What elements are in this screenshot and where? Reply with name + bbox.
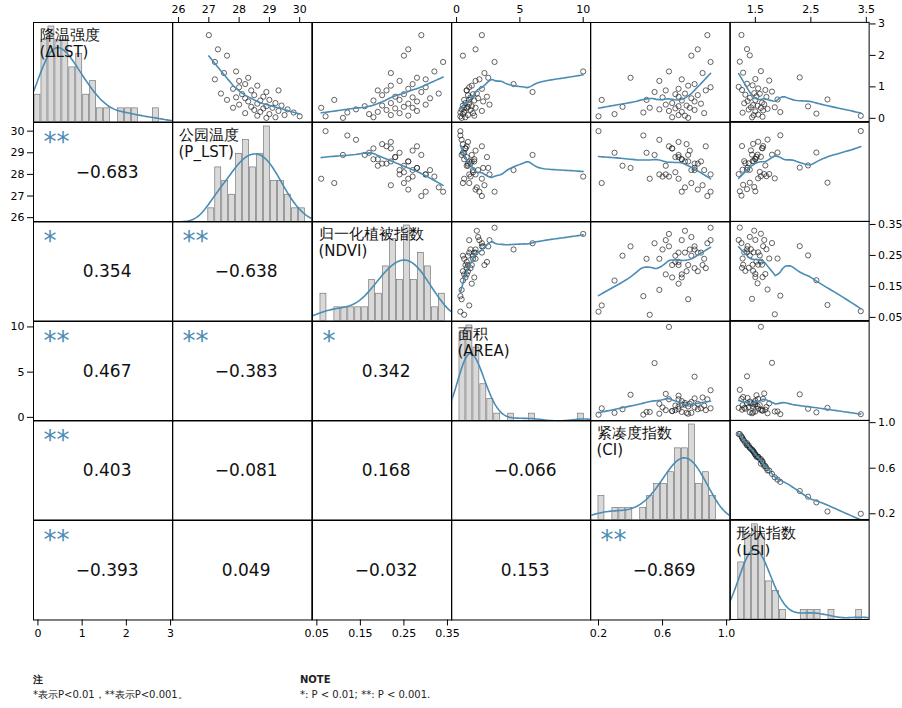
svg-text:**: ** — [44, 126, 70, 156]
svg-text:0.05: 0.05 — [878, 311, 902, 324]
svg-text:降温强度(ΔLST): 降温强度(ΔLST) — [40, 26, 100, 61]
svg-text:**: ** — [44, 425, 70, 455]
svg-text:0.2: 0.2 — [878, 507, 895, 520]
svg-text:1.0: 1.0 — [718, 626, 735, 639]
svg-text:3: 3 — [878, 17, 885, 30]
svg-text:0.168: 0.168 — [361, 460, 410, 480]
svg-text:26: 26 — [172, 3, 186, 16]
html-text:注: 注 — [33, 674, 43, 685]
svg-text:0: 0 — [878, 112, 885, 125]
svg-text:0.15: 0.15 — [878, 280, 902, 293]
svg-text:0.049: 0.049 — [222, 559, 271, 579]
svg-text:0: 0 — [34, 626, 41, 639]
svg-text:−0.383: −0.383 — [215, 360, 278, 380]
svg-text:3.5: 3.5 — [857, 3, 874, 16]
svg-text:28: 28 — [11, 167, 25, 180]
svg-text:**: ** — [183, 325, 209, 355]
svg-text:10: 10 — [11, 320, 25, 333]
svg-text:5: 5 — [18, 365, 25, 378]
svg-text:28: 28 — [232, 3, 246, 16]
svg-text:*: * — [44, 226, 57, 256]
html-text:*: P < 0.01; **: P < 0.001.: *: P < 0.01; **: P < 0.001. — [300, 689, 431, 700]
svg-text:0.05: 0.05 — [304, 626, 328, 639]
svg-text:0.25: 0.25 — [878, 249, 902, 262]
svg-text:0.342: 0.342 — [361, 360, 410, 380]
svg-text:2: 2 — [123, 626, 130, 639]
svg-text:−0.869: −0.869 — [633, 559, 696, 579]
svg-text:形状指数(LSI): 形状指数(LSI) — [736, 523, 796, 558]
svg-text:归一化植被指数(NDVI): 归一化植被指数(NDVI) — [318, 225, 423, 260]
svg-text:0.6: 0.6 — [654, 626, 671, 639]
svg-text:0.467: 0.467 — [83, 360, 132, 380]
svg-text:27: 27 — [11, 189, 25, 202]
svg-text:1.0: 1.0 — [878, 416, 895, 429]
svg-text:面积(AREA): 面积(AREA) — [457, 324, 509, 359]
svg-text:*: * — [322, 325, 335, 355]
svg-text:0.25: 0.25 — [391, 626, 415, 639]
svg-text:1.5: 1.5 — [746, 3, 763, 16]
svg-text:30: 30 — [293, 3, 307, 16]
svg-text:0.2: 0.2 — [590, 626, 607, 639]
svg-text:**: ** — [601, 524, 627, 554]
svg-text:紧凑度指数(CI): 紧凑度指数(CI) — [597, 424, 672, 459]
svg-text:29: 29 — [263, 3, 277, 16]
svg-text:−0.032: −0.032 — [354, 559, 417, 579]
svg-text:1: 1 — [878, 80, 885, 93]
svg-text:0.354: 0.354 — [83, 261, 132, 281]
svg-text:30: 30 — [11, 124, 25, 137]
svg-text:**: ** — [44, 325, 70, 355]
svg-text:3: 3 — [167, 626, 174, 639]
svg-text:**: ** — [44, 524, 70, 554]
svg-text:−0.683: −0.683 — [76, 161, 139, 181]
svg-text:2.5: 2.5 — [802, 3, 819, 16]
svg-text:0.403: 0.403 — [83, 460, 132, 480]
svg-text:0.15: 0.15 — [348, 626, 372, 639]
svg-text:−0.393: −0.393 — [76, 559, 139, 579]
svg-text:10: 10 — [576, 3, 590, 16]
svg-text:1: 1 — [79, 626, 86, 639]
svg-text:−0.081: −0.081 — [215, 460, 278, 480]
svg-text:26: 26 — [11, 211, 25, 224]
svg-text:27: 27 — [202, 3, 216, 16]
svg-text:0: 0 — [453, 3, 460, 16]
svg-text:0.153: 0.153 — [501, 559, 550, 579]
svg-text:29: 29 — [11, 146, 25, 159]
svg-text:0: 0 — [18, 410, 25, 423]
svg-text:−0.638: −0.638 — [215, 261, 278, 281]
svg-text:0.35: 0.35 — [435, 626, 459, 639]
svg-text:0.6: 0.6 — [878, 462, 895, 475]
svg-text:−0.066: −0.066 — [494, 460, 557, 480]
html-text:NOTE: NOTE — [300, 674, 331, 685]
svg-text:公园温度(P_LST): 公园温度(P_LST) — [179, 125, 239, 161]
html-text:*表示P<0.01，**表示P<0.001。: *表示P<0.01，**表示P<0.001。 — [33, 689, 188, 700]
svg-text:**: ** — [183, 226, 209, 256]
svg-text:2: 2 — [878, 49, 885, 62]
svg-text:0.35: 0.35 — [878, 218, 902, 231]
svg-text:5: 5 — [516, 3, 523, 16]
